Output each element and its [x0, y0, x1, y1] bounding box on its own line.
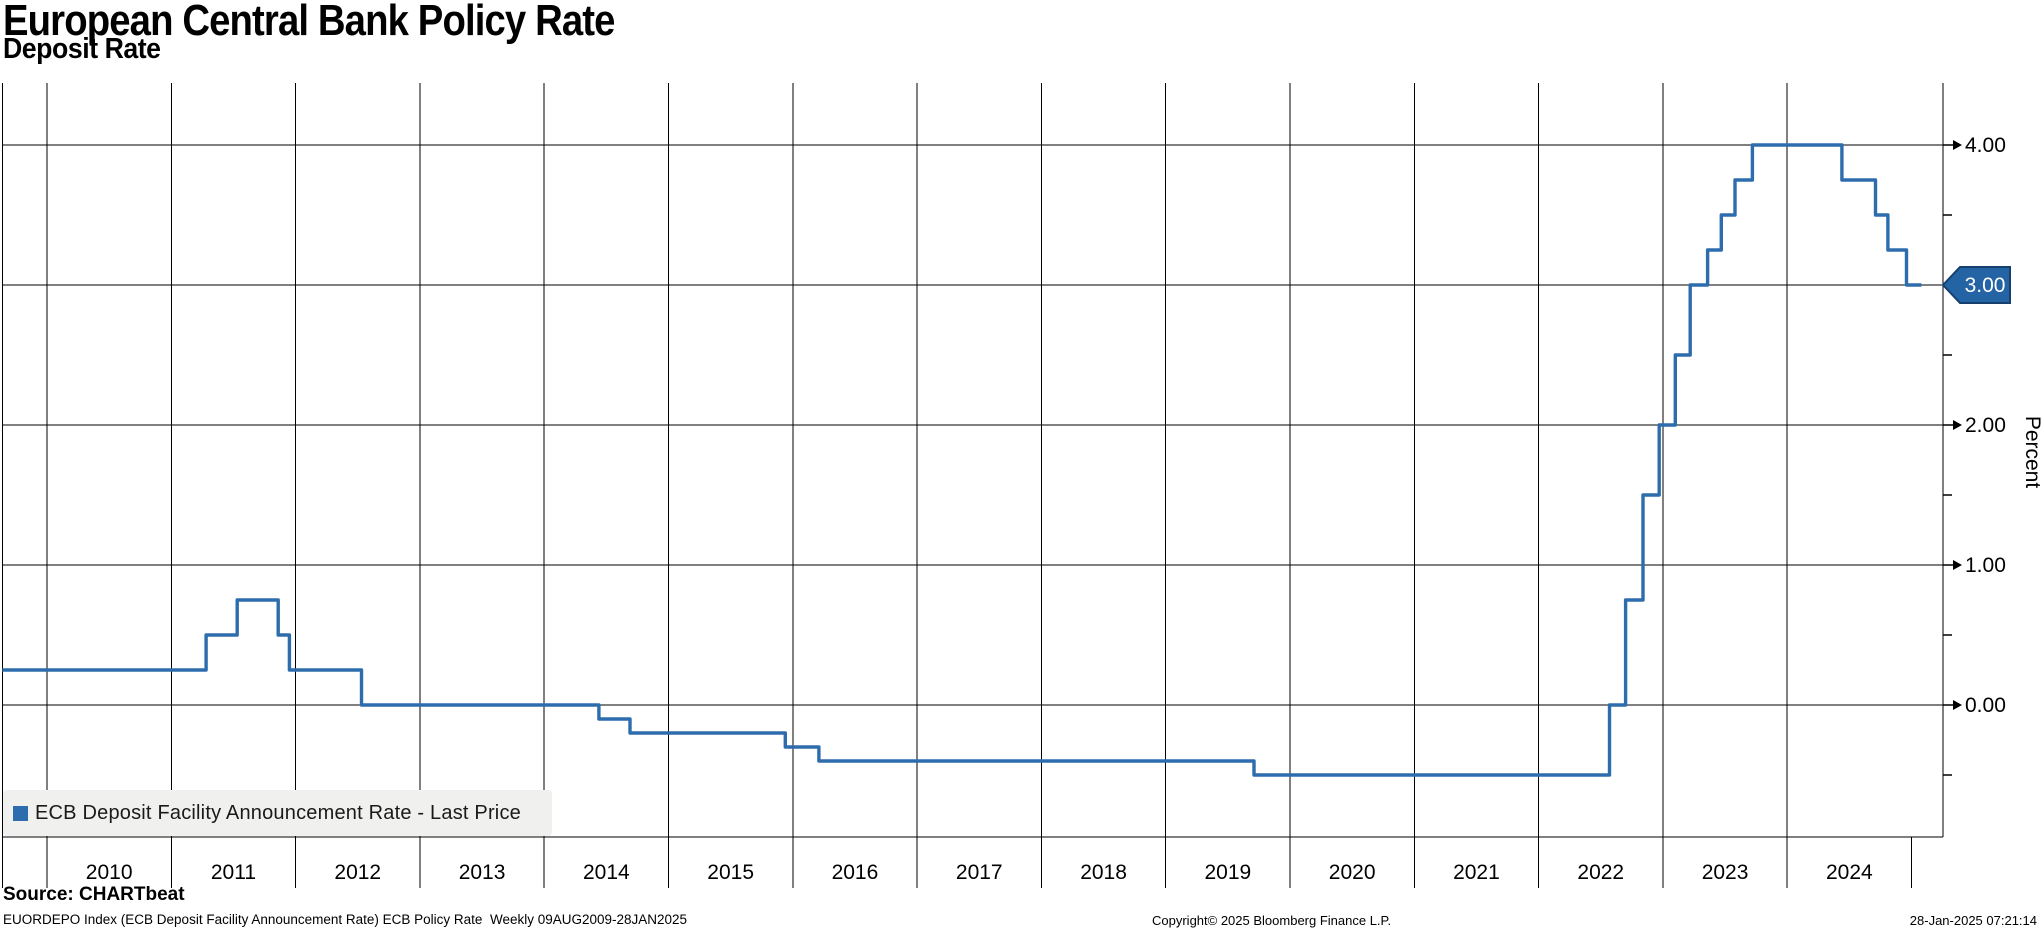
y-tick-arrow-icon — [1953, 700, 1962, 710]
x-tick-label-2020: 2020 — [1329, 861, 1376, 884]
x-tick-label-2022: 2022 — [1577, 861, 1624, 884]
x-axis: 2010 2011 2012 2013 2014 2015 2016 2017 2018 2019… — [86, 861, 1873, 884]
gridlines — [2, 83, 1944, 888]
last-price-badge: 3.00 — [1941, 266, 2011, 304]
y-tick-arrow-icon — [1953, 420, 1962, 430]
x-tick-label-2023: 2023 — [1702, 861, 1749, 884]
x-tick-label-2010: 2010 — [86, 861, 133, 884]
x-tick-label-2015: 2015 — [707, 861, 754, 884]
y-tick-label-2.00: 2.00 — [1965, 414, 2006, 437]
last-price-badge-value: 3.00 — [1965, 274, 2006, 297]
x-tick-label-2011: 2011 — [211, 861, 256, 884]
chart-title: European Central Bank Policy Rate — [3, 0, 615, 45]
x-tick-label-2024: 2024 — [1826, 861, 1873, 884]
x-tick-label-2019: 2019 — [1204, 861, 1251, 884]
x-tick-label-2016: 2016 — [832, 861, 879, 884]
x-tick-label-2018: 2018 — [1080, 861, 1127, 884]
x-tick-label-2012: 2012 — [334, 861, 381, 884]
x-tick-label-2014: 2014 — [583, 861, 630, 884]
last-price-badge-shape — [1941, 266, 2011, 304]
y-axis-title: Percent — [2021, 416, 2041, 489]
x-tick-label-2013: 2013 — [459, 861, 506, 884]
rate-step-line — [2, 143, 1922, 777]
legend: ECB Deposit Facility Announcement Rate -… — [3, 790, 552, 836]
copyright-notice: Copyright© 2025 Bloomberg Finance L.P. — [1152, 913, 1392, 928]
y-tick-label-1.00: 1.00 — [1965, 554, 2006, 577]
ticker-description: EUORDEPO Index (ECB Deposit Facility Ann… — [3, 912, 688, 927]
x-tick-label-2021: 2021 — [1453, 861, 1500, 884]
y-tick-arrow-icon — [1953, 140, 1962, 150]
render-timestamp: 28-Jan-2025 07:21:14 — [1909, 913, 2037, 928]
y-tick-label-0.00: 0.00 — [1965, 694, 2006, 717]
y-tick-label-4.00: 4.00 — [1965, 134, 2006, 157]
y-axis: 4.00 2.00 1.00 0.00 Percent — [1943, 134, 2041, 776]
legend-series-label: ECB Deposit Facility Announcement Rate -… — [35, 801, 521, 824]
y-tick-arrow-icon — [1953, 560, 1962, 570]
x-tick-label-2017: 2017 — [956, 861, 1003, 884]
legend-series-swatch-icon — [13, 805, 28, 821]
source-label: Source: CHARTbeat — [3, 884, 185, 905]
chart-subtitle: Deposit Rate — [3, 33, 161, 65]
